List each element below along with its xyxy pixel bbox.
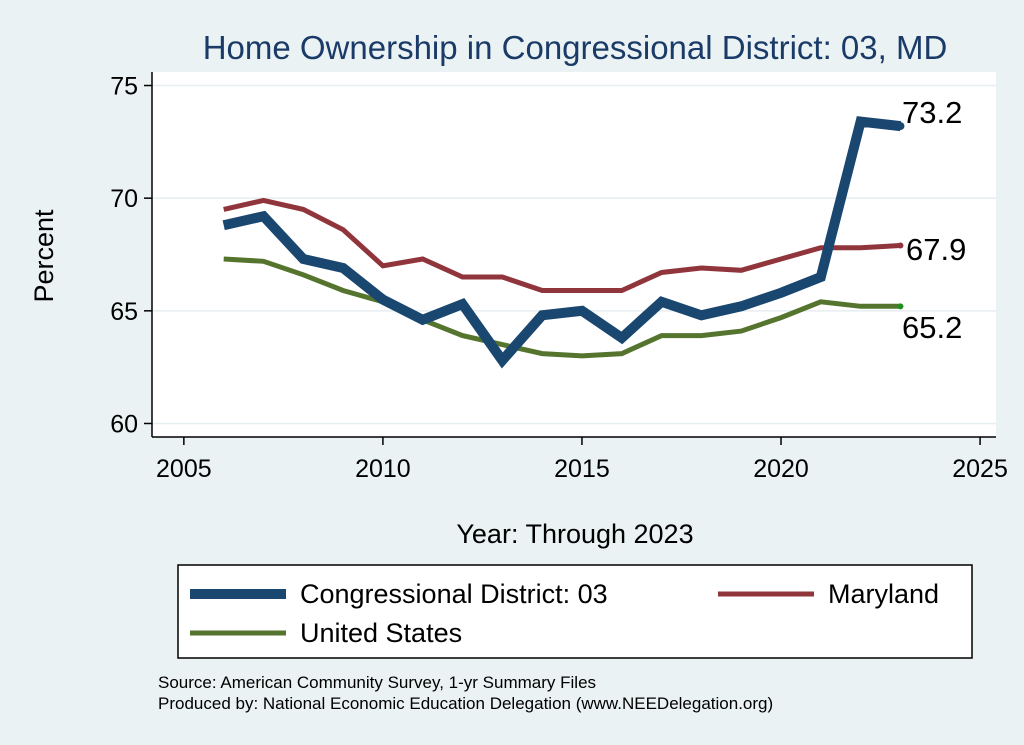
series-end-point-maryland [897, 242, 904, 249]
end-labels: 73.2 67.9 65.2 [902, 95, 966, 345]
legend: Congressional District: 03 Maryland Unit… [177, 564, 973, 659]
end-label-congressional-district-03: 73.2 [902, 95, 962, 130]
x-tick-label-2005: 2005 [156, 455, 212, 483]
y-ticks: 60 65 70 75 [110, 73, 152, 438]
series-line-united-states [223, 256, 901, 359]
x-axis-title: Year: Through 2023 [456, 519, 693, 549]
y-tick-label-75: 75 [110, 73, 138, 101]
series-lines [222, 116, 905, 369]
y-axis-title: Percent [29, 209, 59, 303]
x-ticks: 2005 2010 2015 2020 2025 [156, 437, 1008, 483]
legend-label-maryland: Maryland [828, 579, 939, 609]
legend-box [177, 564, 973, 659]
x-tick-label-2015: 2015 [554, 455, 610, 483]
end-label-united-states: 65.2 [902, 310, 962, 345]
series-end-point-united-states [897, 303, 904, 310]
y-tick-label-70: 70 [110, 185, 138, 213]
y-tick-label-65: 65 [110, 298, 138, 326]
source-line: Source: American Community Survey, 1-yr … [158, 673, 596, 692]
x-tick-label-2025: 2025 [952, 455, 1008, 483]
legend-label-district: Congressional District: 03 [300, 579, 608, 609]
series-line-congressional-district-03 [222, 116, 902, 369]
x-tick-label-2010: 2010 [355, 455, 411, 483]
y-tick-label-60: 60 [110, 410, 138, 438]
series-end-point-congressional-district-03 [896, 122, 905, 131]
chart-title: Home Ownership in Congressional District… [203, 29, 948, 66]
series-line-maryland [223, 197, 901, 293]
end-label-maryland: 67.9 [906, 232, 966, 267]
x-tick-label-2020: 2020 [753, 455, 809, 483]
produced-by-line: Produced by: National Economic Education… [158, 694, 773, 713]
legend-label-united-states: United States [300, 618, 462, 648]
